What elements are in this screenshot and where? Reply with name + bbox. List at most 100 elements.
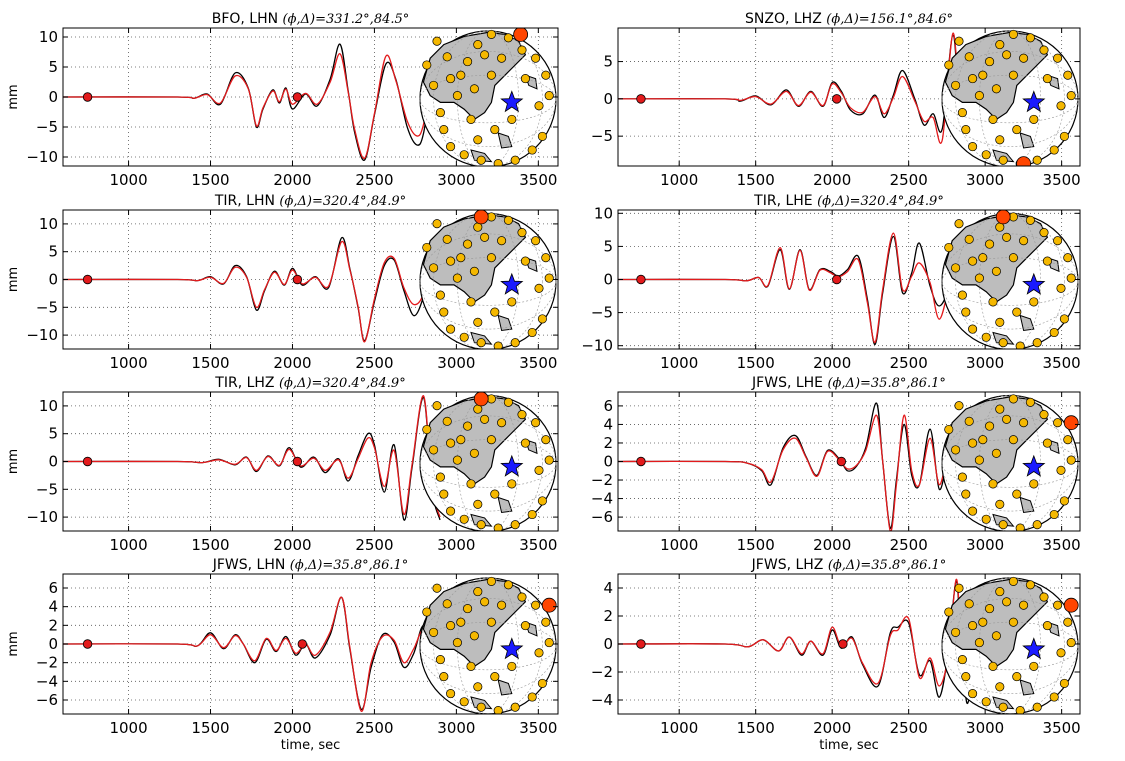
x-tick-label: 3000: [437, 719, 475, 737]
station-icon: [541, 435, 551, 445]
station-icon: [995, 40, 1005, 50]
station-icon: [544, 273, 554, 283]
station-icon: [537, 131, 547, 141]
station-icon: [1059, 496, 1069, 506]
station-icon: [439, 489, 449, 499]
x-tick-label: 2000: [273, 171, 311, 189]
station-icon: [534, 465, 544, 475]
station-icon: [422, 424, 432, 435]
panel-title: TIR, LHE (ϕ,Δ)=320.4°,84.9°: [753, 193, 944, 209]
station-icon: [446, 324, 456, 334]
station-icon: [456, 253, 466, 263]
station-icon: [1049, 509, 1059, 520]
epicenter-star-icon: [500, 90, 524, 113]
y-tick-label: −2: [591, 663, 613, 681]
station-icon: [442, 52, 452, 62]
station-icon: [944, 60, 954, 70]
station-icon: [968, 506, 978, 516]
station-icon: [978, 435, 988, 445]
x-tick-label: 2500: [890, 354, 928, 372]
phase-marker: [636, 456, 646, 467]
station-icon: [961, 125, 971, 135]
station-icon: [517, 409, 527, 420]
station-icon: [1032, 520, 1042, 530]
panel-title-station: JFWS, LHN: [212, 557, 290, 573]
y-tick-label: 2: [603, 434, 613, 452]
x-tick-label: 3000: [966, 354, 1004, 372]
synthetic-trace: [618, 232, 971, 344]
plot-area: [63, 210, 557, 349]
phase-marker: [636, 94, 646, 104]
station-icon: [527, 145, 537, 155]
station-icon: [422, 607, 432, 617]
station-icon: [439, 307, 449, 317]
station-icon: [1025, 33, 1035, 43]
station-icon: [503, 33, 513, 43]
station-icon: [493, 523, 503, 531]
station-icon: [490, 307, 500, 317]
y-tick-label: 4: [48, 598, 58, 616]
x-tick-label: 2000: [273, 719, 311, 737]
station-icon: [422, 242, 432, 253]
panel-title: JFWS, LHE (ϕ,Δ)=35.8°,86.1°: [751, 375, 946, 391]
x-tick-label: 3500: [519, 171, 557, 189]
station-icon: [1066, 91, 1076, 101]
station-icon: [446, 689, 456, 699]
station-icon: [476, 520, 486, 530]
station-icon: [985, 57, 995, 67]
station-icon: [476, 338, 486, 348]
station-icon: [541, 617, 551, 627]
station-icon: [473, 587, 483, 597]
station-icon: [456, 617, 466, 627]
island: [1019, 679, 1035, 696]
station-icon: [432, 219, 442, 229]
y-tick-label: 0: [603, 271, 613, 289]
station-icon: [968, 256, 978, 266]
station-icon: [463, 604, 473, 614]
station-icon: [1039, 592, 1049, 602]
station-icon: [510, 520, 520, 530]
y-tick-label: −10: [581, 337, 613, 355]
station-icon: [1063, 253, 1073, 263]
station-icon: [473, 682, 483, 692]
map-inset: [419, 28, 557, 166]
station-icon: [527, 692, 537, 702]
panel-4: 1000 1500 2000 2500 3000 3500 −10 −5 0 5 10 TIR, LH…: [581, 193, 1080, 372]
y-axis-label: mm: [6, 631, 21, 656]
panel-1: 1000 1500 2000 2500 3000 3500 −10 −5 0 5 10 BFO, LH…: [6, 11, 559, 189]
station-icon: [951, 263, 961, 273]
station-icon: [452, 273, 462, 283]
epicenter-star-icon: [1022, 454, 1046, 477]
station-icon: [469, 266, 479, 276]
station-icon: [998, 338, 1008, 348]
station-icon: [961, 672, 971, 682]
station-icon: [1066, 638, 1076, 648]
highlighted-station-icon: [541, 597, 557, 613]
station-icon: [446, 256, 456, 266]
station-icon: [486, 29, 496, 39]
meridian: [955, 395, 1065, 531]
y-tick-label: 5: [603, 237, 613, 255]
island: [497, 496, 513, 514]
station-icon: [510, 155, 520, 165]
synthetic-trace: [63, 395, 441, 518]
synthetic-trace: [618, 32, 980, 144]
station-icon: [497, 600, 507, 610]
station-icon: [435, 108, 445, 118]
x-tick-label: 1000: [660, 354, 698, 372]
station-icon: [995, 317, 1005, 327]
observed-trace: [618, 34, 980, 136]
panel-title-params: (ϕ,Δ)=35.8°,86.1°: [827, 376, 945, 391]
station-icon: [466, 114, 476, 124]
station-icon: [1063, 617, 1073, 627]
station-icon: [480, 232, 490, 242]
station-icon: [1042, 74, 1052, 84]
panel-title-station: TIR, LHN: [214, 193, 280, 209]
station-icon: [1015, 341, 1025, 349]
y-tick-label: 2: [48, 616, 58, 634]
station-icon: [507, 661, 517, 671]
station-icon: [527, 509, 537, 520]
station-icon: [981, 514, 991, 524]
y-tick-label: 0: [48, 88, 58, 106]
meridian: [955, 577, 1065, 714]
